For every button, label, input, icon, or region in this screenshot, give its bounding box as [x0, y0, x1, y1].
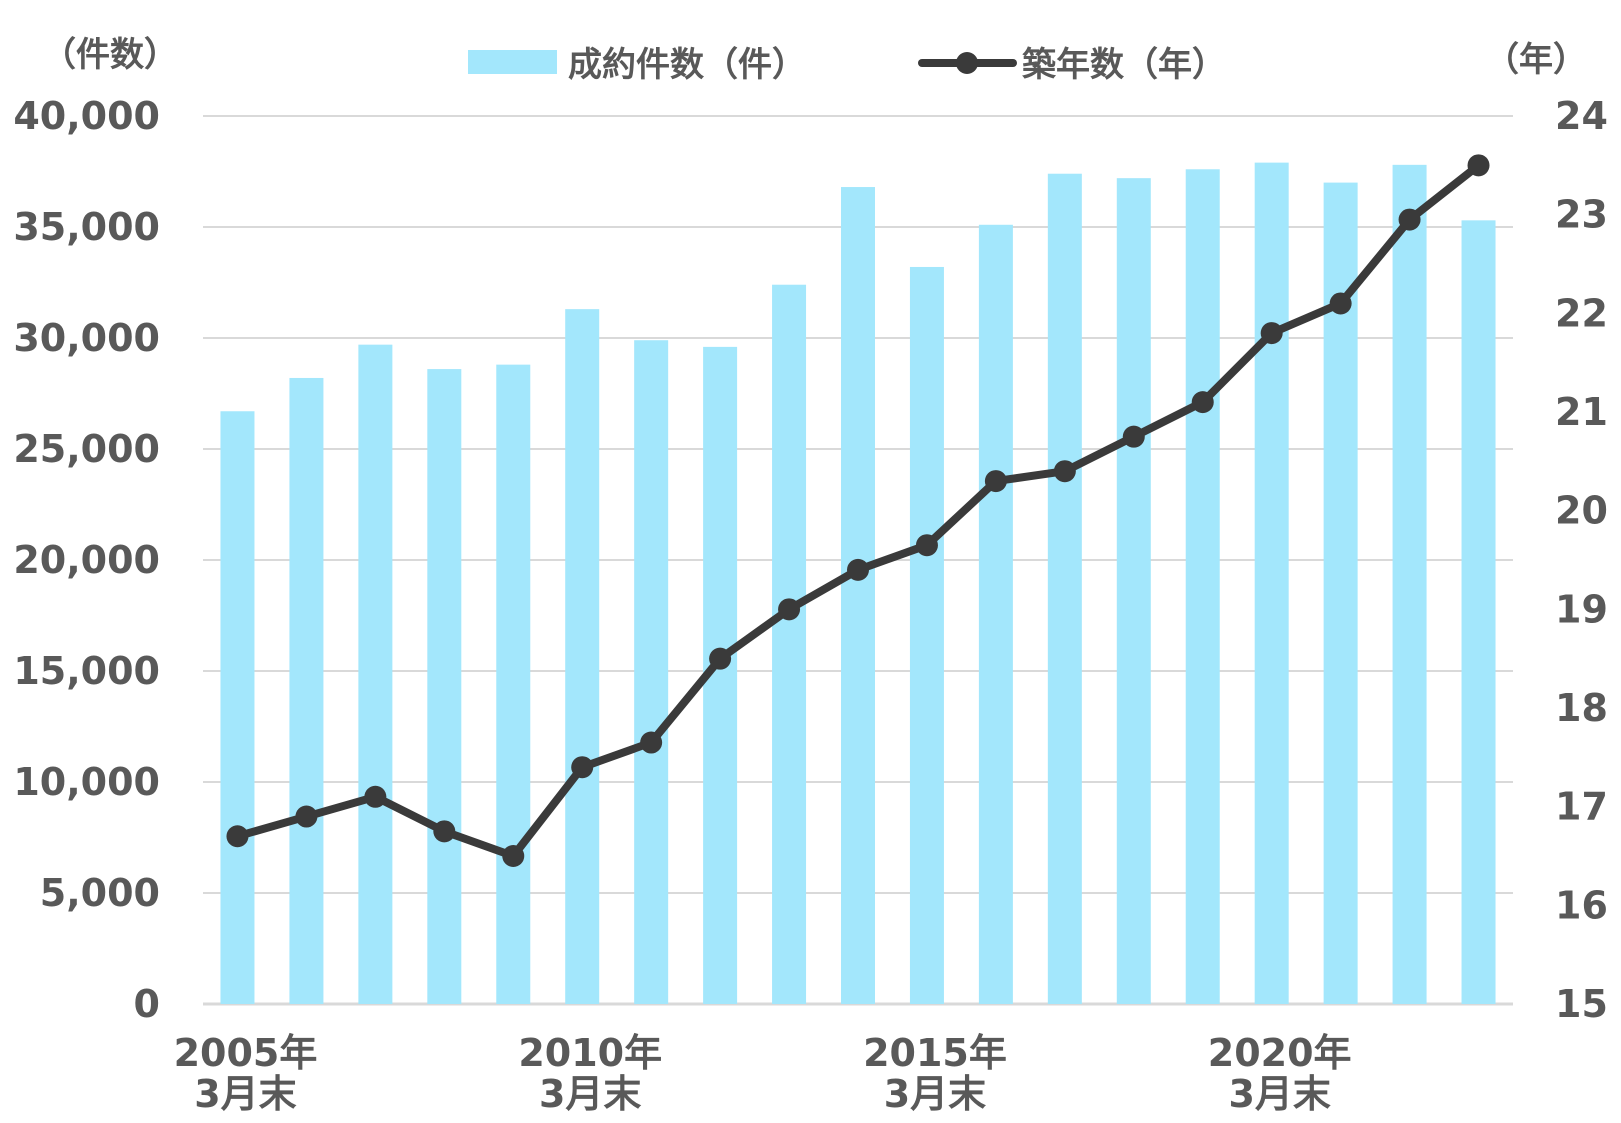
- left-axis-tick-label: 30,000: [13, 316, 160, 360]
- bar: [909, 266, 944, 1005]
- bar: [289, 377, 324, 1005]
- x-tick-label: 3月末: [539, 1072, 641, 1116]
- right-axis-tick-label: 23: [1555, 193, 1608, 237]
- bar: [772, 284, 807, 1005]
- left-axis-tick-label: 5,000: [40, 871, 160, 915]
- bar: [841, 187, 875, 1005]
- x-tick-label: 2020年: [1208, 1031, 1352, 1075]
- right-axis-tick-label: 19: [1555, 587, 1608, 631]
- left-axis-tick-label: 35,000: [13, 205, 160, 249]
- line-series: [226, 154, 1490, 867]
- bar: [427, 369, 462, 1005]
- bar: [1047, 173, 1082, 1005]
- left-axis-tick-label: 10,000: [13, 760, 160, 804]
- legend-bar-label: 成約件数（件）: [568, 45, 806, 85]
- bar: [634, 340, 669, 1005]
- line-point: [295, 805, 318, 828]
- x-tick-label: 2015年: [863, 1031, 1007, 1075]
- line-point: [1191, 391, 1214, 414]
- right-axis-ticks: 15 16 17 18 19 20 21 22 23 24: [1555, 94, 1608, 1026]
- left-axis-ticks: 0 5,000 10,000 15,000 20,000 25,000 30,000 35,0…: [13, 94, 160, 1026]
- line-point: [1467, 154, 1490, 177]
- line-point: [640, 731, 663, 754]
- right-axis-tick-label: 18: [1555, 686, 1608, 730]
- line-point: [778, 598, 801, 621]
- left-axis-tick-label: 40,000: [13, 94, 160, 138]
- line-point: [502, 845, 525, 867]
- line-point: [1260, 322, 1283, 345]
- line-point: [364, 785, 387, 808]
- right-axis-tick-label: 21: [1555, 390, 1608, 434]
- right-axis-tick-label: 16: [1555, 883, 1608, 927]
- left-axis-tick-label: 0: [134, 982, 160, 1026]
- bar: [1461, 220, 1496, 1005]
- x-tick-label: 3月末: [1228, 1072, 1330, 1116]
- line-point: [709, 647, 732, 670]
- line-point: [433, 820, 456, 843]
- bar: [1116, 178, 1151, 1004]
- right-axis-tick-label: 22: [1555, 291, 1608, 335]
- bar-series: [220, 162, 1496, 1005]
- line-point: [1122, 425, 1145, 448]
- bar: [1254, 162, 1289, 1004]
- line-point: [847, 558, 869, 581]
- line-point: [984, 470, 1007, 493]
- left-axis-unit-label: （件数）: [42, 35, 178, 75]
- legend-bar-swatch: [468, 50, 557, 74]
- bar: [565, 309, 600, 1004]
- x-tick-label: 2010年: [518, 1031, 662, 1075]
- right-axis-tick-label: 20: [1555, 489, 1608, 533]
- line-point: [1398, 208, 1421, 231]
- legend-line-label: 築年数（年）: [1021, 45, 1226, 85]
- line-point: [226, 825, 249, 848]
- bar: [1185, 169, 1220, 1004]
- bar: [496, 364, 531, 1004]
- bar: [1323, 182, 1358, 1005]
- x-tick-label: 2005年: [174, 1031, 318, 1075]
- x-tick-label: 3月末: [884, 1072, 986, 1116]
- line-point: [1329, 292, 1352, 315]
- legend: 成約件数（件） 築年数（年）: [468, 45, 1226, 85]
- left-axis-tick-label: 15,000: [13, 649, 160, 693]
- bar: [358, 344, 393, 1004]
- bar: [220, 411, 255, 1004]
- right-axis-tick-label: 17: [1555, 785, 1608, 829]
- right-axis-tick-label: 24: [1555, 94, 1608, 138]
- line-point: [1053, 460, 1076, 483]
- legend-line-marker: [956, 52, 978, 74]
- left-axis-tick-label: 20,000: [13, 538, 160, 582]
- right-axis-unit-label: （年）: [1485, 40, 1587, 80]
- line-point: [915, 534, 938, 557]
- left-axis-tick-label: 25,000: [13, 427, 160, 471]
- right-axis-tick-label: 15: [1555, 982, 1608, 1026]
- x-tick-label: 3月末: [194, 1072, 296, 1116]
- line-point: [571, 756, 594, 779]
- bar: [1392, 164, 1427, 1005]
- bar: [978, 224, 1013, 1004]
